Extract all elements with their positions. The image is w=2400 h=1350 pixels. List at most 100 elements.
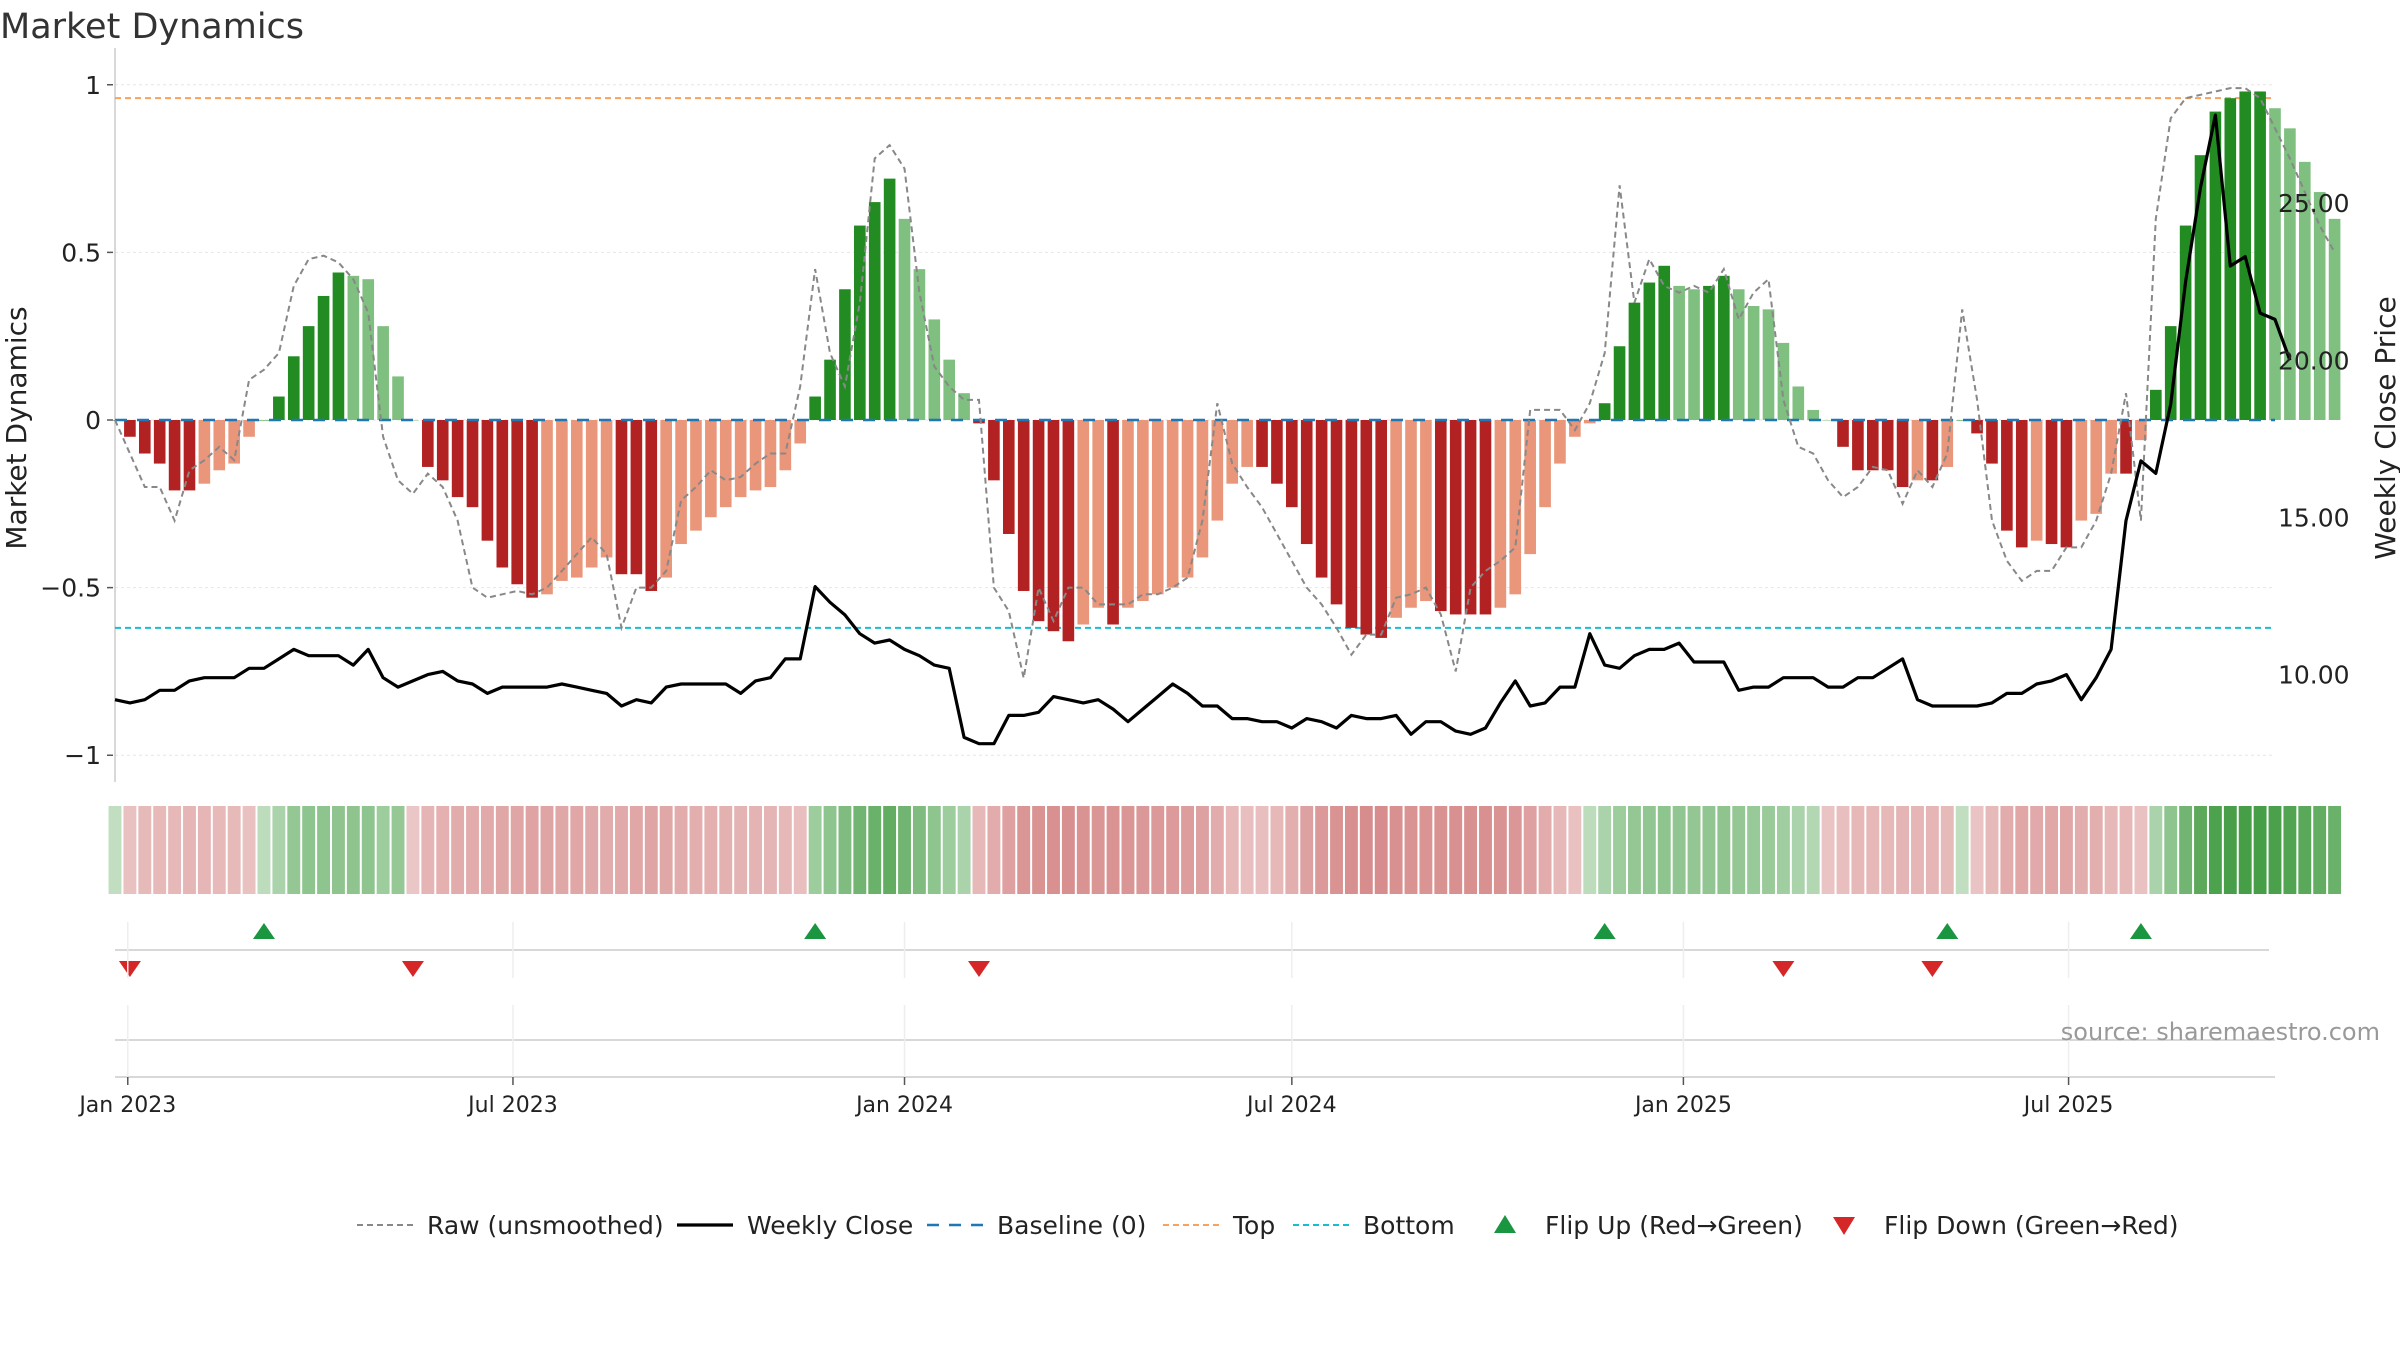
bar-123 bbox=[1941, 420, 1954, 467]
bar-41 bbox=[719, 420, 732, 508]
bar-118 bbox=[1866, 420, 1879, 471]
heat-cell-148 bbox=[2313, 806, 2327, 894]
heat-cell-124 bbox=[1955, 806, 1969, 894]
bar-146 bbox=[2284, 128, 2296, 421]
dynamics-bars bbox=[109, 91, 2341, 642]
heat-cell-64 bbox=[1061, 806, 1075, 894]
bar-139 bbox=[2179, 225, 2192, 420]
bar-74 bbox=[1211, 420, 1224, 521]
bar-46 bbox=[794, 420, 807, 444]
bar-119 bbox=[1881, 420, 1894, 471]
bar-97 bbox=[1554, 420, 1566, 464]
bar-77 bbox=[1256, 420, 1268, 467]
heat-cell-89 bbox=[1434, 806, 1448, 894]
bar-51 bbox=[868, 202, 881, 420]
bar-52 bbox=[883, 178, 896, 420]
bar-148 bbox=[2313, 192, 2326, 420]
heat-cell-146 bbox=[2283, 806, 2297, 894]
bar-25 bbox=[481, 420, 494, 541]
heat-cell-45 bbox=[778, 806, 792, 894]
bar-9 bbox=[243, 420, 255, 437]
bar-147 bbox=[2298, 161, 2311, 420]
heat-cell-118 bbox=[1866, 806, 1880, 894]
bar-30 bbox=[556, 420, 568, 581]
x-tick-label-2: Jan 2024 bbox=[854, 1093, 953, 1118]
bar-138 bbox=[2164, 326, 2177, 420]
bar-83 bbox=[1345, 420, 1358, 628]
bar-45 bbox=[779, 420, 792, 471]
x-tick-label-1: Jul 2023 bbox=[466, 1093, 558, 1118]
heat-cell-80 bbox=[1300, 806, 1314, 894]
heat-cell-73 bbox=[1196, 806, 1209, 894]
bar-1 bbox=[124, 420, 136, 437]
heat-cell-33 bbox=[600, 806, 614, 894]
heat-cell-132 bbox=[2074, 806, 2088, 894]
flip-down-marker-4 bbox=[1921, 961, 1944, 977]
bar-65 bbox=[1077, 420, 1090, 625]
bar-64 bbox=[1062, 420, 1075, 642]
bar-53 bbox=[898, 218, 911, 420]
legend-label-baseline: Baseline (0) bbox=[997, 1211, 1146, 1240]
bar-34 bbox=[615, 420, 628, 575]
bar-124 bbox=[1956, 420, 1968, 421]
bar-120 bbox=[1896, 420, 1909, 488]
bar-24 bbox=[466, 420, 479, 508]
bar-39 bbox=[690, 420, 702, 531]
heat-cell-47 bbox=[808, 806, 822, 894]
heat-cell-19 bbox=[391, 806, 405, 894]
bar-76 bbox=[1241, 420, 1253, 467]
heat-cell-34 bbox=[615, 806, 628, 894]
heat-cell-23 bbox=[451, 806, 465, 894]
heat-cell-15 bbox=[332, 806, 345, 894]
heat-cell-32 bbox=[585, 806, 599, 894]
bar-12 bbox=[287, 356, 300, 420]
bar-81 bbox=[1315, 420, 1328, 578]
heat-cell-49 bbox=[838, 806, 852, 894]
heat-cell-10 bbox=[257, 806, 271, 894]
heat-cell-113 bbox=[1791, 806, 1805, 894]
heat-cell-141 bbox=[2208, 806, 2222, 894]
y-tick-label-0: 1 bbox=[85, 71, 101, 100]
y-tick-label-3: −0.5 bbox=[40, 574, 101, 603]
heat-cell-147 bbox=[2298, 806, 2312, 894]
bar-94 bbox=[1509, 420, 1522, 595]
heat-cell-16 bbox=[346, 806, 360, 894]
bar-13 bbox=[302, 326, 315, 420]
y-tick-label-2: 0 bbox=[85, 406, 101, 435]
bar-57 bbox=[958, 393, 970, 420]
bar-122 bbox=[1926, 420, 1939, 481]
heat-cell-43 bbox=[749, 806, 762, 894]
heat-cell-24 bbox=[466, 806, 479, 894]
heat-cell-30 bbox=[555, 806, 569, 894]
bar-134 bbox=[2105, 420, 2117, 474]
bar-35 bbox=[630, 420, 643, 575]
legend-item-close: Weekly Close bbox=[677, 1211, 913, 1240]
heat-cell-96 bbox=[1538, 806, 1552, 894]
bar-140 bbox=[2194, 155, 2207, 420]
bar-100 bbox=[1598, 403, 1611, 420]
legend-item-flip_up: Flip Up (Red→Green) bbox=[1494, 1211, 1803, 1240]
bar-15 bbox=[332, 272, 345, 420]
bar-113 bbox=[1792, 386, 1805, 420]
heat-cell-133 bbox=[2089, 806, 2103, 894]
flip-up-marker-2 bbox=[1593, 923, 1616, 939]
heat-cell-28 bbox=[525, 806, 539, 894]
bar-130 bbox=[2045, 420, 2058, 545]
legend-item-flip_down: Flip Down (Green→Red) bbox=[1833, 1211, 2179, 1240]
bar-89 bbox=[1434, 420, 1447, 612]
bar-18 bbox=[377, 326, 389, 420]
heat-cell-83 bbox=[1344, 806, 1358, 894]
heat-cell-0 bbox=[108, 806, 122, 894]
bar-58 bbox=[973, 420, 985, 424]
bar-99 bbox=[1583, 420, 1596, 424]
heat-cell-111 bbox=[1762, 806, 1775, 894]
heat-cell-82 bbox=[1330, 806, 1343, 894]
bar-28 bbox=[526, 420, 538, 598]
bar-103 bbox=[1643, 282, 1656, 420]
heat-cell-66 bbox=[1091, 806, 1105, 894]
heat-cell-145 bbox=[2268, 806, 2282, 894]
heat-cell-117 bbox=[1851, 806, 1865, 894]
bar-91 bbox=[1464, 420, 1477, 615]
bar-104 bbox=[1658, 265, 1671, 420]
reference-lines bbox=[115, 97, 2275, 629]
